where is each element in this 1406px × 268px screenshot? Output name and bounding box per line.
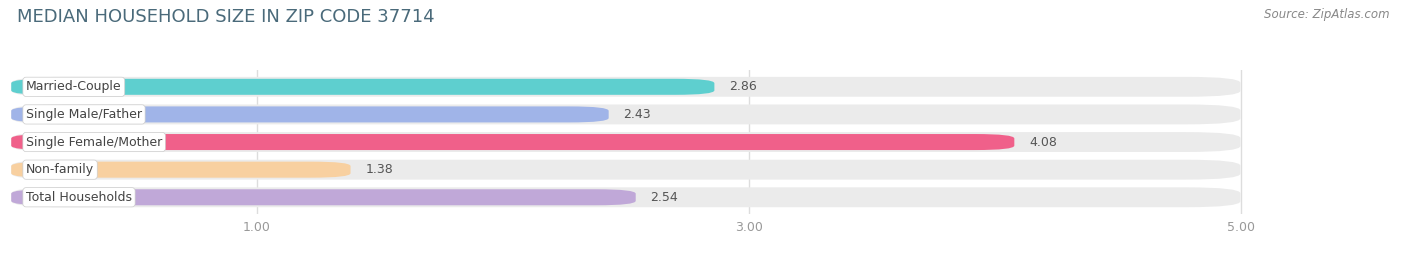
FancyBboxPatch shape (11, 79, 714, 95)
FancyBboxPatch shape (11, 187, 1240, 207)
FancyBboxPatch shape (11, 132, 1240, 152)
Text: 2.86: 2.86 (730, 80, 756, 93)
Text: 4.08: 4.08 (1029, 136, 1057, 148)
Text: Source: ZipAtlas.com: Source: ZipAtlas.com (1264, 8, 1389, 21)
Text: 2.43: 2.43 (623, 108, 651, 121)
Text: 1.38: 1.38 (366, 163, 394, 176)
FancyBboxPatch shape (11, 162, 350, 178)
Text: MEDIAN HOUSEHOLD SIZE IN ZIP CODE 37714: MEDIAN HOUSEHOLD SIZE IN ZIP CODE 37714 (17, 8, 434, 26)
Text: Married-Couple: Married-Couple (25, 80, 122, 93)
FancyBboxPatch shape (11, 189, 636, 205)
FancyBboxPatch shape (11, 106, 609, 122)
FancyBboxPatch shape (11, 105, 1240, 124)
FancyBboxPatch shape (11, 77, 1240, 97)
Text: Single Male/Father: Single Male/Father (25, 108, 142, 121)
Text: 2.54: 2.54 (651, 191, 678, 204)
Text: Total Households: Total Households (25, 191, 132, 204)
FancyBboxPatch shape (11, 160, 1240, 180)
Text: Single Female/Mother: Single Female/Mother (25, 136, 162, 148)
Text: Non-family: Non-family (25, 163, 94, 176)
FancyBboxPatch shape (11, 134, 1014, 150)
